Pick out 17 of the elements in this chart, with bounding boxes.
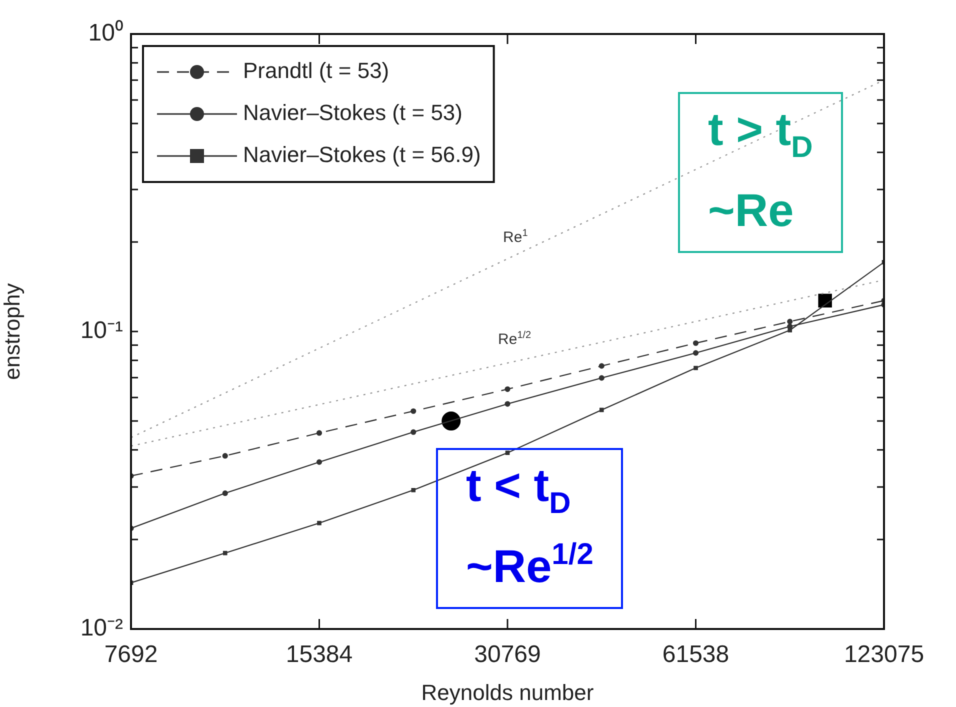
legend-label: Navier–Stokes (t = 53) [243, 100, 462, 126]
x-tick-label: 61538 [662, 641, 730, 668]
annotation: Re$^{1}$ [503, 228, 528, 246]
x-axis-title: Reynolds number [421, 680, 594, 705]
x-tick-label: 30769 [474, 641, 541, 668]
y-axis-title: enstrophy [0, 283, 24, 380]
annotation: t > t$_{D}$ ~Re [678, 92, 843, 253]
x-tick-label: 123075 [844, 641, 924, 668]
y-tick-label: 10⁻¹ [80, 317, 124, 344]
legend-label: Prandtl (t = 53) [243, 58, 390, 84]
y-tick-label: 10⁻² [80, 614, 124, 642]
annotation: Re$^{1/2}$ [498, 330, 532, 348]
y-tick-label: 10⁰ [88, 20, 123, 47]
annotation: t < t$_{D}$ ~Re$^{1/2}$ [436, 448, 624, 609]
legend-label: Navier–Stokes (t = 56.9) [243, 142, 481, 168]
x-tick-label: 15384 [286, 641, 353, 668]
x-tick-label: 7692 [104, 641, 158, 668]
